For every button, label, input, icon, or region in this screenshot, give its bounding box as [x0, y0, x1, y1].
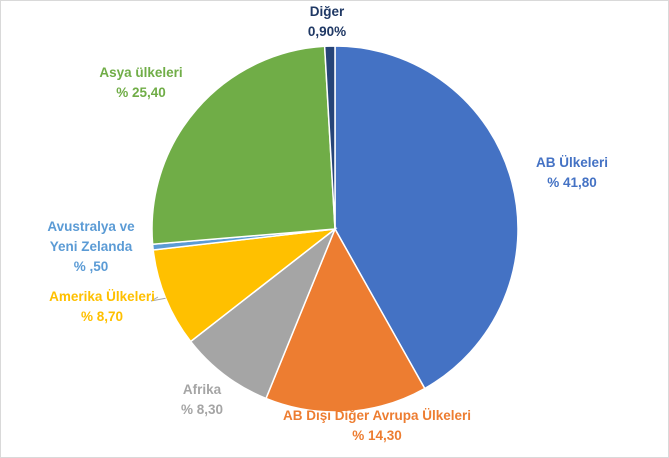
- pie-slice-2: [264, 227, 426, 413]
- pie-slice-1: [334, 45, 519, 390]
- slice-label-1: AB Ülkeleri% 41,80: [536, 155, 608, 190]
- slice-label-6: Asya ülkeleri% 25,40: [99, 65, 182, 100]
- slice-label-4: Amerika Ülkeleri% 8,70: [49, 289, 155, 324]
- slice-label-7: Diğer 0,90%: [308, 4, 346, 39]
- slice-label-3: Afrika% 8,30: [181, 382, 223, 417]
- pie-slice-4: [152, 227, 338, 343]
- pie-slice-7: [323, 45, 336, 230]
- pie-slice-6: [151, 45, 336, 246]
- leader-line-amerika: [150, 296, 166, 302]
- slice-label-5: Avustralya ve Yeni Zelanda% ,50: [47, 219, 135, 274]
- slice-label-2: AB Dışı Diğer Avrupa Ülkeleri% 14,30: [283, 408, 471, 443]
- pie-slice-3: [189, 226, 337, 400]
